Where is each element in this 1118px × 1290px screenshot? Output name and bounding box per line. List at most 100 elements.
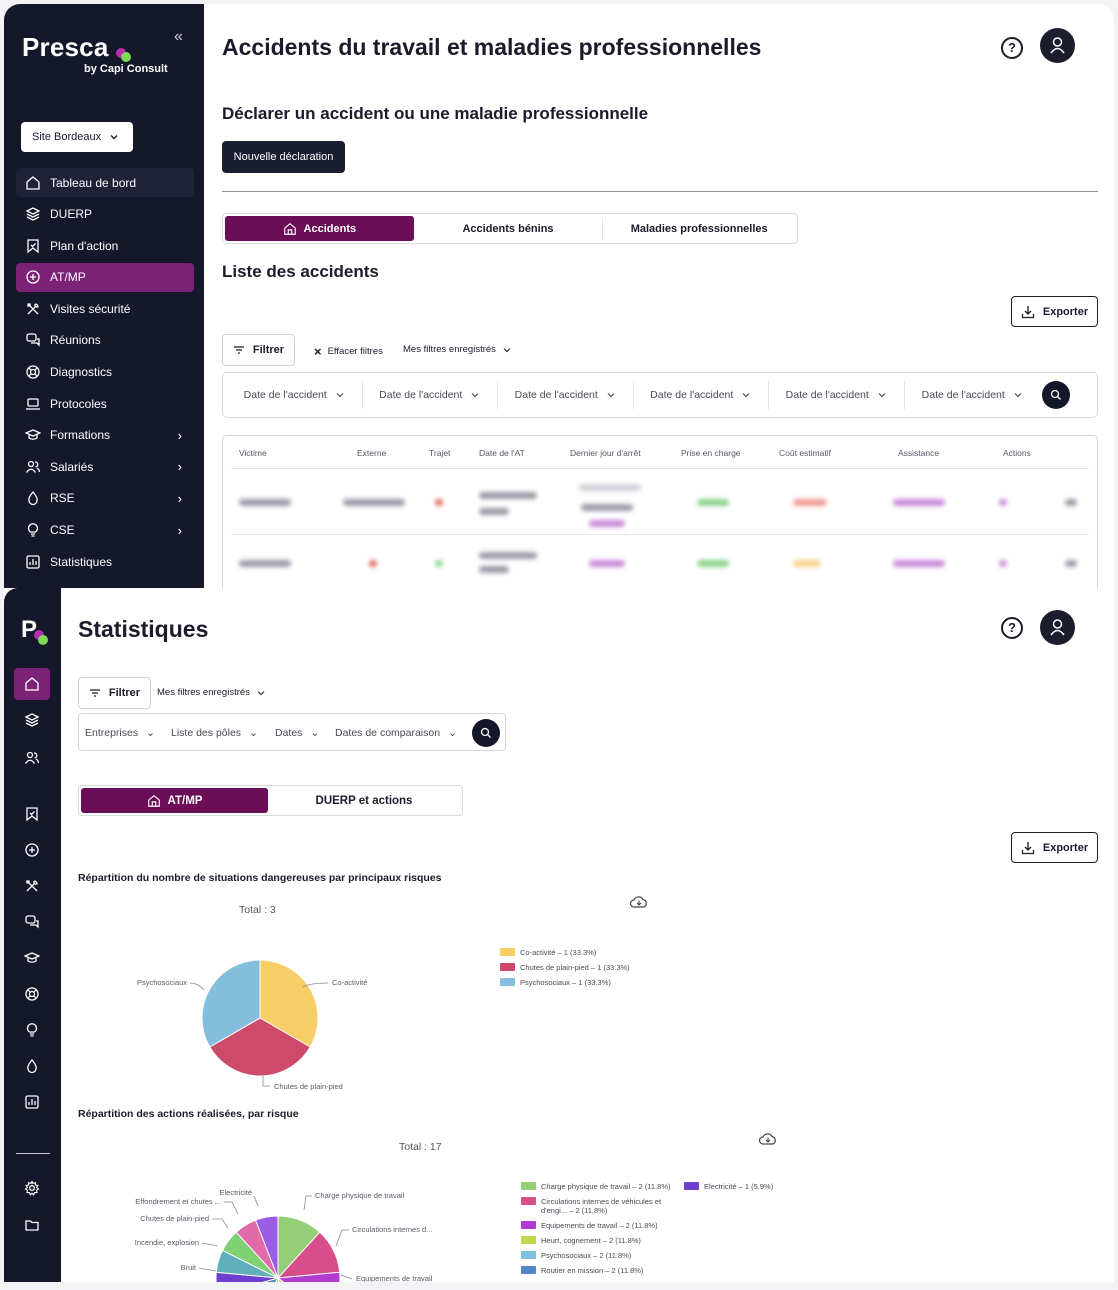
brand-subtitle: by Capi Consult xyxy=(84,63,168,75)
legend-item[interactable]: Circulations internes de véhicules et d'… xyxy=(521,1197,676,1215)
search-button[interactable] xyxy=(1042,381,1070,409)
filter-label: Filtrer xyxy=(108,687,141,699)
sidebar-folder-button[interactable] xyxy=(14,1209,50,1241)
download-chart-icon[interactable] xyxy=(758,1132,778,1146)
legend-swatch xyxy=(521,1197,536,1205)
pie-label: Circulations internes d... xyxy=(352,1225,432,1234)
chevron-down-icon xyxy=(110,135,118,140)
sidebar-item-plan-d-action[interactable]: Plan d'action xyxy=(16,231,194,260)
sidebar-gear-button[interactable] xyxy=(14,1172,50,1204)
sidebar-item-rse[interactable]: RSE › xyxy=(16,484,194,513)
pie-slice[interactable] xyxy=(277,1276,327,1282)
date-filter-select[interactable]: Date de l'accident xyxy=(634,381,769,409)
sidebar-item-cse[interactable]: CSE › xyxy=(16,516,194,545)
date-filter-select[interactable]: Date de l'accident xyxy=(227,381,363,409)
sidebar-graduation-cap-button[interactable] xyxy=(14,942,50,974)
dates-select[interactable]: Dates ⌄ xyxy=(275,714,319,752)
chevron-down-icon: ⌄ xyxy=(249,727,258,739)
sidebar: Presca by Capi Consult « Site Bordeaux T… xyxy=(4,4,204,588)
sidebar-medical-plus-button[interactable] xyxy=(14,834,50,866)
legend-item[interactable]: Electricité – 1 (5.9%) xyxy=(684,1182,773,1191)
tab-atmp[interactable]: AT/MP xyxy=(81,788,268,813)
saved-filters-label: Mes filtres enregistrés xyxy=(157,687,250,698)
tab-accidents-benins[interactable]: Accidents bénins xyxy=(414,216,604,241)
help-icon[interactable]: ? xyxy=(1001,617,1023,639)
collapse-sidebar-icon[interactable]: « xyxy=(174,28,183,45)
saved-filters-dropdown[interactable]: Mes filtres enregistrés xyxy=(157,687,266,698)
sidebar-layers-button[interactable] xyxy=(14,704,50,736)
sidebar-lifebuoy-button[interactable] xyxy=(14,978,50,1010)
sidebar-drop-button[interactable] xyxy=(14,1050,50,1082)
legend-item[interactable]: Psychosociaux – 1 (33.3%) xyxy=(500,978,630,987)
blurred-cell xyxy=(589,520,625,527)
pie-slice[interactable] xyxy=(259,959,319,1048)
filter-button[interactable]: Filtrer xyxy=(222,334,295,366)
legend-item[interactable]: Charge physique de travail – 2 (11.8%) xyxy=(521,1182,676,1191)
pie-label: Co-activité xyxy=(332,978,367,987)
date-filter-select[interactable]: Date de l'accident xyxy=(769,381,905,409)
users-icon xyxy=(24,751,40,764)
pie-slice[interactable] xyxy=(201,959,261,1048)
sidebar-bookmark-button[interactable] xyxy=(14,798,50,830)
column-header: Dernier jour d'arrêt xyxy=(570,448,641,458)
tab-duerp-actions[interactable]: DUERP et actions xyxy=(315,794,413,807)
pie-slice[interactable] xyxy=(276,1271,341,1282)
pie-slice[interactable] xyxy=(218,1277,280,1282)
pie-label: Electricité xyxy=(219,1188,252,1197)
sidebar-item-tableau-de-bord[interactable]: Tableau de bord xyxy=(16,168,194,197)
sidebar-home-button[interactable] xyxy=(14,668,50,700)
home-icon xyxy=(147,794,160,807)
legend-item[interactable]: Co-activité – 1 (33.3%) xyxy=(500,948,630,957)
search-button[interactable] xyxy=(472,719,500,747)
poles-select[interactable]: Liste des pôles ⌄ xyxy=(171,714,258,752)
sidebar-item-at-mp[interactable]: AT/MP xyxy=(16,262,194,292)
table-row[interactable] xyxy=(223,436,1097,588)
export-label: Exporter xyxy=(1042,305,1089,318)
sidebar-item-salari-s[interactable]: Salariés › xyxy=(16,452,194,481)
export-button[interactable]: Exporter xyxy=(1011,296,1098,327)
sidebar-nav: Tableau de bord DUERP Plan d'action AT/MP Vi… xyxy=(16,168,194,579)
sidebar-item-protocoles[interactable]: Protocoles xyxy=(16,389,194,418)
new-declaration-button[interactable]: Nouvelle déclaration xyxy=(222,141,345,173)
sidebar-chat-button[interactable] xyxy=(14,906,50,938)
tab-maladies-professionnelles[interactable]: Maladies professionnelles xyxy=(630,222,768,235)
site-select[interactable]: Site Bordeaux xyxy=(21,122,133,152)
sidebar-item-formations[interactable]: Formations › xyxy=(16,421,194,450)
legend-item[interactable]: Routier en mission – 2 (11.8%) xyxy=(521,1266,676,1275)
date-filter-select[interactable]: Date de l'accident xyxy=(498,381,634,409)
date-filter-select[interactable]: Date de l'accident xyxy=(905,381,1041,409)
comparison-dates-select[interactable]: Dates de comparaison ⌄ xyxy=(335,714,457,752)
download-chart-icon[interactable] xyxy=(629,895,649,909)
filter-button[interactable]: Filtrer xyxy=(78,677,151,709)
legend-item[interactable]: Equipements de travail – 2 (11.8%) xyxy=(521,1221,676,1230)
table-row[interactable] xyxy=(223,436,1097,588)
sidebar-item-duerp[interactable]: DUERP xyxy=(16,200,194,229)
sidebar-item-visites-s-curit-[interactable]: Visites sécurité xyxy=(16,294,194,323)
sidebar-item-label: Tableau de bord xyxy=(50,175,137,190)
legend-item[interactable]: Psychosociaux – 2 (11.8%) xyxy=(521,1251,676,1260)
download-icon xyxy=(1021,841,1035,854)
sidebar-item-statistiques[interactable]: Statistiques xyxy=(16,547,194,576)
sidebar-item-r-unions[interactable]: Réunions xyxy=(16,326,194,355)
chart-icon xyxy=(26,554,40,569)
row-divider xyxy=(231,534,1089,535)
legend-item[interactable]: Heurt, cognement – 2 (11.8%) xyxy=(521,1236,676,1245)
user-avatar[interactable] xyxy=(1040,28,1075,63)
sidebar-users-button[interactable] xyxy=(14,742,50,774)
companies-select[interactable]: Entreprises ⌄ xyxy=(85,714,155,752)
tab-accidents[interactable]: Accidents xyxy=(225,216,414,241)
legend-item[interactable]: Chutes de plain-pied – 1 (33.3%) xyxy=(500,963,630,972)
sidebar-lightbulb-button[interactable] xyxy=(14,1014,50,1046)
export-button[interactable]: Exporter xyxy=(1011,832,1098,863)
pie-slice[interactable] xyxy=(254,1215,279,1279)
help-icon[interactable]: ? xyxy=(1001,37,1023,59)
lifebuoy-icon xyxy=(25,987,39,1001)
sidebar-tools-button[interactable] xyxy=(14,870,50,902)
pie-slice[interactable] xyxy=(209,1017,311,1077)
date-filter-select[interactable]: Date de l'accident xyxy=(363,381,498,409)
user-avatar[interactable] xyxy=(1040,610,1075,645)
saved-filters-dropdown[interactable]: Mes filtres enregistrés xyxy=(403,344,512,355)
clear-filters-button[interactable]: × Effacer filtres xyxy=(314,344,383,359)
sidebar-item-diagnostics[interactable]: Diagnostics xyxy=(16,358,194,387)
sidebar-chart-button[interactable] xyxy=(14,1086,50,1118)
